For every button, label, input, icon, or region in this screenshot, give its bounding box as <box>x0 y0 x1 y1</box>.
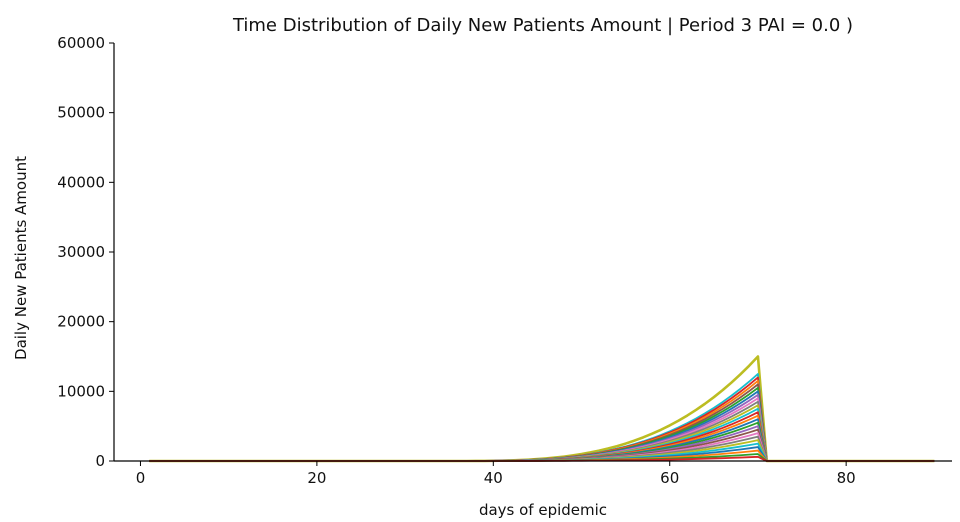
y-tick-label: 0 <box>95 452 105 470</box>
series-line <box>149 393 935 462</box>
series-line <box>149 421 935 462</box>
y-tick-label: 60000 <box>57 34 105 52</box>
series-line <box>149 411 935 462</box>
y-tick-label: 30000 <box>57 243 105 261</box>
series-line <box>149 414 935 462</box>
x-tick-label: 80 <box>837 469 856 487</box>
x-tick-label: 20 <box>307 469 326 487</box>
chart-title: Time Distribution of Daily New Patients … <box>232 15 853 36</box>
series-line <box>149 355 935 463</box>
y-tick-label: 20000 <box>57 313 105 331</box>
x-tick-label: 40 <box>484 469 503 487</box>
series-line <box>149 425 935 462</box>
series-line <box>149 432 935 462</box>
series-line <box>149 435 935 462</box>
series-line <box>149 386 935 462</box>
y-tick-label: 40000 <box>57 173 105 191</box>
series-line <box>149 428 935 462</box>
plot-area <box>149 355 935 463</box>
series-line <box>149 379 935 462</box>
x-tick-label: 60 <box>660 469 679 487</box>
series-line <box>149 390 935 462</box>
y-axis-label: Daily New Patients Amount <box>12 156 30 360</box>
series-line <box>149 383 935 462</box>
series-line <box>149 418 935 462</box>
series-line <box>149 373 935 462</box>
series-line <box>149 376 935 462</box>
series-line <box>149 400 935 462</box>
axes: 0 20 40 60 80 0 10000 20000 30000 40000 50000 60000 <box>57 34 952 487</box>
x-axis-label: days of epidemic <box>479 501 607 519</box>
series-line <box>149 404 935 462</box>
series-line <box>149 397 935 462</box>
y-tick-label: 10000 <box>57 382 105 400</box>
y-tick-label: 50000 <box>57 104 105 122</box>
x-tick-label: 0 <box>136 469 146 487</box>
series-line <box>149 407 935 462</box>
